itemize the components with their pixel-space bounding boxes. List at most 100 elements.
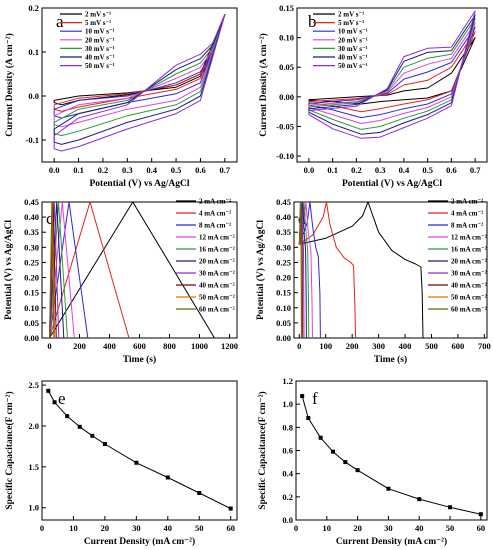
panel-b-ytick-label: 0.00 bbox=[279, 92, 294, 102]
panel-c-legend-label: 16 mA cm⁻² bbox=[199, 246, 235, 254]
panel-b-legend-label: 2 mV s⁻¹ bbox=[338, 11, 364, 19]
panel-d-xtick-label: 500 bbox=[425, 341, 438, 351]
panel-e-xtick-label: 20 bbox=[101, 523, 110, 533]
panel-e-data-point bbox=[52, 400, 57, 405]
panel-a-ylabel: Current Density (A cm⁻²) bbox=[4, 33, 15, 136]
panel-d-legend-label: 4 mA cm⁻² bbox=[451, 210, 483, 218]
panel-f-data-point bbox=[417, 497, 422, 502]
panel-d-legend-label: 30 mA cm⁻² bbox=[451, 270, 487, 278]
panel-c-ytick-label: 0.35 bbox=[24, 227, 39, 237]
panel-b-series-line-7 bbox=[308, 10, 476, 139]
panel-c-letter: c bbox=[46, 209, 54, 228]
panel-d-ytick-label: 0.15 bbox=[276, 288, 291, 298]
panel-f-ytick-label: 0.4 bbox=[282, 469, 293, 479]
panel-d-legend-label: 2 mA cm⁻² bbox=[451, 198, 483, 206]
panel-d-legend-label: 40 mA cm⁻² bbox=[451, 282, 487, 290]
panel-f-data-point bbox=[300, 394, 305, 399]
panel-d-ytick-label: 0.00 bbox=[276, 333, 291, 343]
panel-b-xtick-label: 0.1 bbox=[327, 165, 338, 175]
panel-f: 0 10 20 30 40 50 60 0.0 0.2 0.4 0.6 0.8 1.0 1.2 Curren… bbox=[257, 376, 488, 547]
panel-b-xtick-label: 0.3 bbox=[375, 165, 386, 175]
panel-f-ytick-label: 0.0 bbox=[282, 515, 293, 525]
panel-e-series-line-1 bbox=[47, 390, 231, 510]
panel-c-ytick-label: 0.10 bbox=[24, 303, 39, 313]
panel-d-ytick-label: 0.35 bbox=[276, 227, 291, 237]
panel-e-xlabel: Current Density (mA cm⁻²) bbox=[84, 536, 195, 547]
panel-f-data-point bbox=[330, 449, 335, 454]
panel-d-xtick-label: 600 bbox=[452, 341, 465, 351]
panel-d-legend-label: 16 mA cm⁻² bbox=[451, 246, 487, 254]
panel-d-xtick-label: 300 bbox=[372, 341, 385, 351]
panel-c-xtick-label: 800 bbox=[163, 341, 176, 351]
panel-e-data-point bbox=[134, 460, 139, 465]
panel-c-series-line-1 bbox=[49, 202, 215, 338]
panel-b-legend-label: 10 mV s⁻¹ bbox=[338, 28, 368, 36]
panel-a-legend-label: 30 mV s⁻¹ bbox=[85, 45, 115, 53]
panel-b-frame bbox=[296, 7, 488, 163]
panel-b-ylabel: Current Density (A cm⁻²) bbox=[258, 33, 269, 136]
panel-c-xtick-label: 0 bbox=[47, 341, 51, 351]
panel-a-legend-label: 5 mV s⁻¹ bbox=[85, 19, 111, 27]
panel-d-ytick-label: 0.40 bbox=[276, 212, 291, 222]
panel-c: 0 200 400 600 800 1000 1200 0.00 0.05 0.10 0.15 0.2… bbox=[3, 197, 238, 365]
panel-c-ytick-label: 0.20 bbox=[24, 273, 39, 283]
panel-d-xtick-label: 200 bbox=[346, 341, 359, 351]
panel-d-legend-label: 8 mA cm⁻² bbox=[451, 222, 483, 230]
panel-b-xtick-label: 0.6 bbox=[446, 165, 457, 175]
panel-d-xtick-label: 100 bbox=[319, 341, 332, 351]
panel-b-legend-label: 5 mV s⁻¹ bbox=[338, 19, 364, 27]
panel-d-frame bbox=[293, 201, 488, 339]
panel-e-data-point bbox=[165, 475, 170, 480]
panel-f-data-point bbox=[355, 468, 360, 473]
panel-f-xtick-label: 20 bbox=[353, 523, 362, 533]
panel-f-xtick-label: 30 bbox=[384, 523, 393, 533]
panel-e-xtick-label: 40 bbox=[164, 523, 173, 533]
panel-d-legend-label: 50 mA cm⁻² bbox=[451, 294, 487, 302]
panel-b-legend-label: 20 mV s⁻¹ bbox=[338, 36, 368, 44]
panel-a-ytick-label: 0.2 bbox=[28, 3, 39, 13]
panel-c-ytick-label: 0.00 bbox=[24, 333, 39, 343]
panel-b-series-line-2 bbox=[308, 31, 476, 113]
panel-e-data-point bbox=[228, 506, 233, 511]
panel-f-ytick-label: 1.2 bbox=[282, 376, 293, 386]
panel-d-ytick-label: 0.20 bbox=[276, 273, 291, 283]
panel-c-legend-label: 2 mA cm⁻² bbox=[199, 198, 231, 206]
panel-c-legend-label: 20 mA cm⁻² bbox=[199, 258, 235, 266]
panel-c-xlabel: Time (s) bbox=[123, 354, 156, 365]
panel-b-series-line-6 bbox=[308, 14, 476, 135]
panel-f-xtick-label: 50 bbox=[446, 523, 455, 533]
panel-a-xtick-label: 0.7 bbox=[220, 165, 231, 175]
panel-e-ytick-label: 2.5 bbox=[28, 380, 39, 390]
panel-f-data-point bbox=[448, 505, 453, 510]
panel-a-frame bbox=[41, 7, 238, 163]
panel-e-data-point bbox=[197, 491, 202, 496]
panel-d-series-line-1 bbox=[299, 202, 424, 338]
panel-e-data-point bbox=[102, 441, 107, 446]
panel-c-legend-label: 12 mA cm⁻² bbox=[199, 234, 235, 242]
panel-e-ytick-label: 2.0 bbox=[28, 421, 39, 431]
panel-a-legend-label: 20 mV s⁻¹ bbox=[85, 36, 115, 44]
panel-b: 0.0 0.1 0.2 0.3 0.4 0.5 0.6 0.7 -0.10 -0.05 0.00 0.… bbox=[258, 3, 488, 189]
panel-d-legend-label: 60 mA cm⁻² bbox=[451, 306, 487, 314]
panel-c-legend-label: 30 mA cm⁻² bbox=[199, 270, 235, 278]
panel-f-ytick-label: 0.6 bbox=[282, 446, 293, 456]
panel-f-ylabel: Specific Capacitance(F cm⁻²) bbox=[257, 391, 268, 509]
panel-a-xtick-label: 0.0 bbox=[49, 165, 60, 175]
panel-c-xtick-label: 1200 bbox=[221, 341, 238, 351]
panel-f-ytick-label: 0.8 bbox=[282, 422, 293, 432]
panel-d-series-line-10 bbox=[298, 202, 302, 338]
panel-f-data-point bbox=[343, 460, 348, 465]
panel-c-legend-label: 60 mA cm⁻² bbox=[199, 306, 235, 314]
panel-a-xtick-label: 0.1 bbox=[73, 165, 84, 175]
panel-a-series-line-6 bbox=[53, 14, 226, 145]
panel-c-ytick-label: 0.15 bbox=[24, 288, 39, 298]
panel-d-xtick-label: 400 bbox=[399, 341, 412, 351]
panel-d-ytick-label: 0.30 bbox=[276, 242, 291, 252]
panel-e-data-point bbox=[90, 433, 95, 438]
panel-f-data-point bbox=[386, 486, 391, 491]
panel-a-legend-label: 2 mV s⁻¹ bbox=[85, 11, 111, 19]
panel-b-ytick-label: -0.10 bbox=[276, 151, 294, 161]
panel-f-frame bbox=[295, 380, 488, 521]
panel-d-ytick-label: 0.25 bbox=[276, 257, 291, 267]
